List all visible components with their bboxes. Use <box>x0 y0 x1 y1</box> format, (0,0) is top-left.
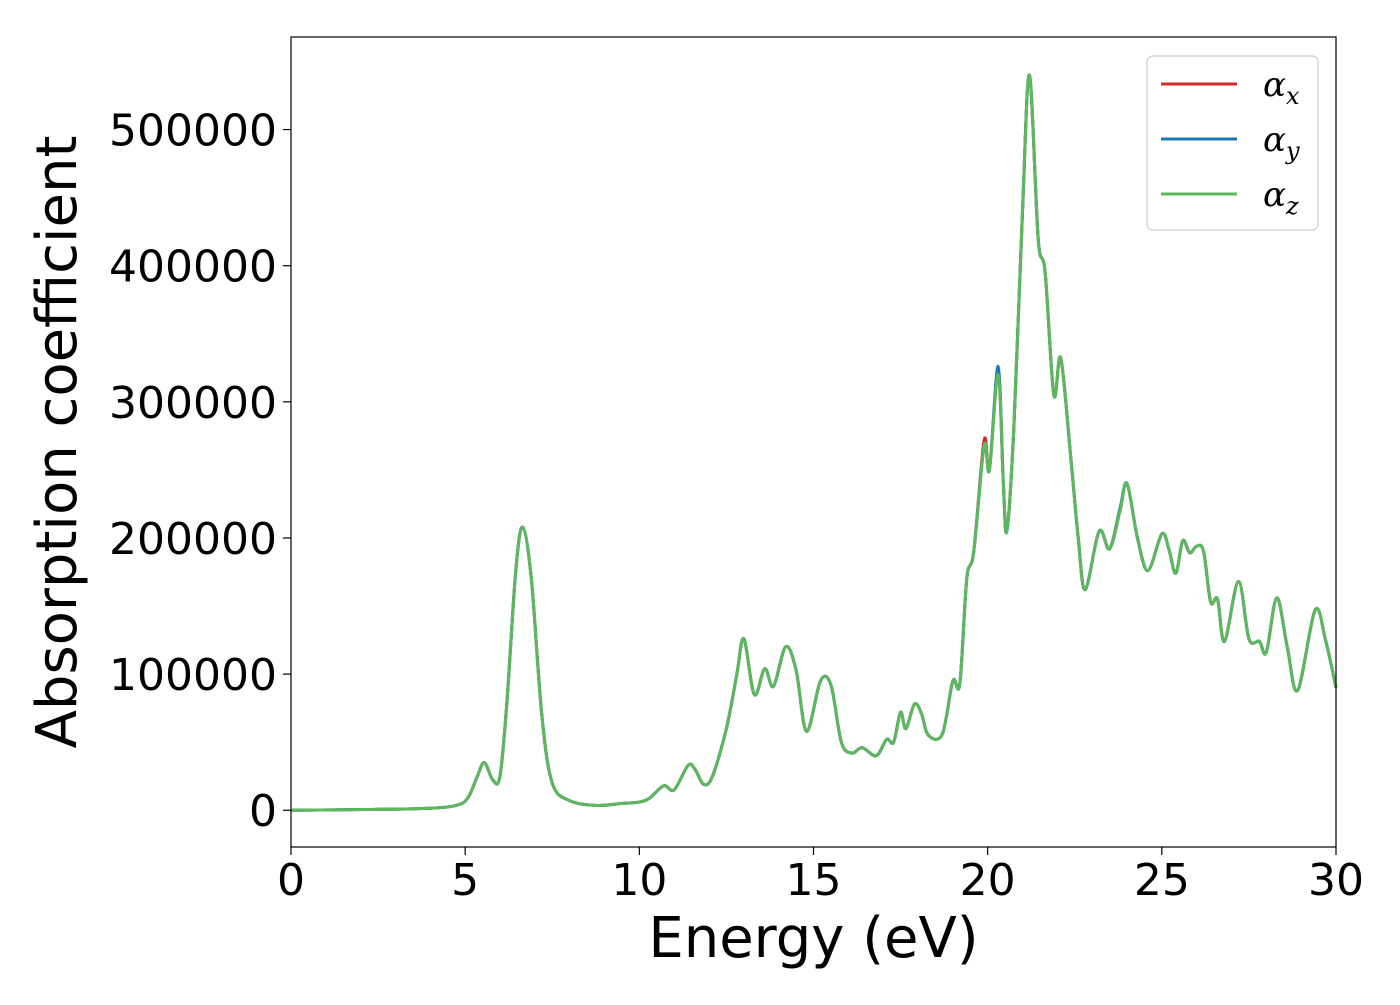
y-tick-label: 400000 <box>109 242 277 293</box>
legend: αx αy αz <box>1146 55 1319 231</box>
y-tick-label: 300000 <box>109 378 277 429</box>
x-tick-label: 25 <box>1134 855 1190 906</box>
x-axis-ticks: 0 5 10 15 20 25 30 <box>277 847 1364 906</box>
y-tick-label: 100000 <box>109 650 277 701</box>
legend-label-z: αz <box>1263 175 1299 220</box>
x-axis-label: Energy (eV) <box>648 906 978 971</box>
y-axis-ticks: 0 100000 200000 300000 400000 500000 <box>109 106 291 837</box>
y-axis-label: Absorption coefficient <box>25 136 90 749</box>
legend-label-x: αx <box>1263 65 1300 110</box>
x-tick-label: 20 <box>960 855 1016 906</box>
y-tick-label: 200000 <box>109 514 277 565</box>
series-layer <box>290 73 1338 812</box>
x-tick-label: 15 <box>786 855 842 906</box>
y-tick-label: 500000 <box>109 106 277 157</box>
legend-label-y: αy <box>1263 120 1300 165</box>
legend-box <box>1146 55 1319 231</box>
x-tick-label: 0 <box>277 855 305 906</box>
x-tick-label: 5 <box>451 855 479 906</box>
series-line-z <box>290 73 1338 812</box>
y-tick-label: 0 <box>249 786 277 837</box>
x-tick-label: 30 <box>1308 855 1364 906</box>
x-tick-label: 10 <box>611 855 667 906</box>
